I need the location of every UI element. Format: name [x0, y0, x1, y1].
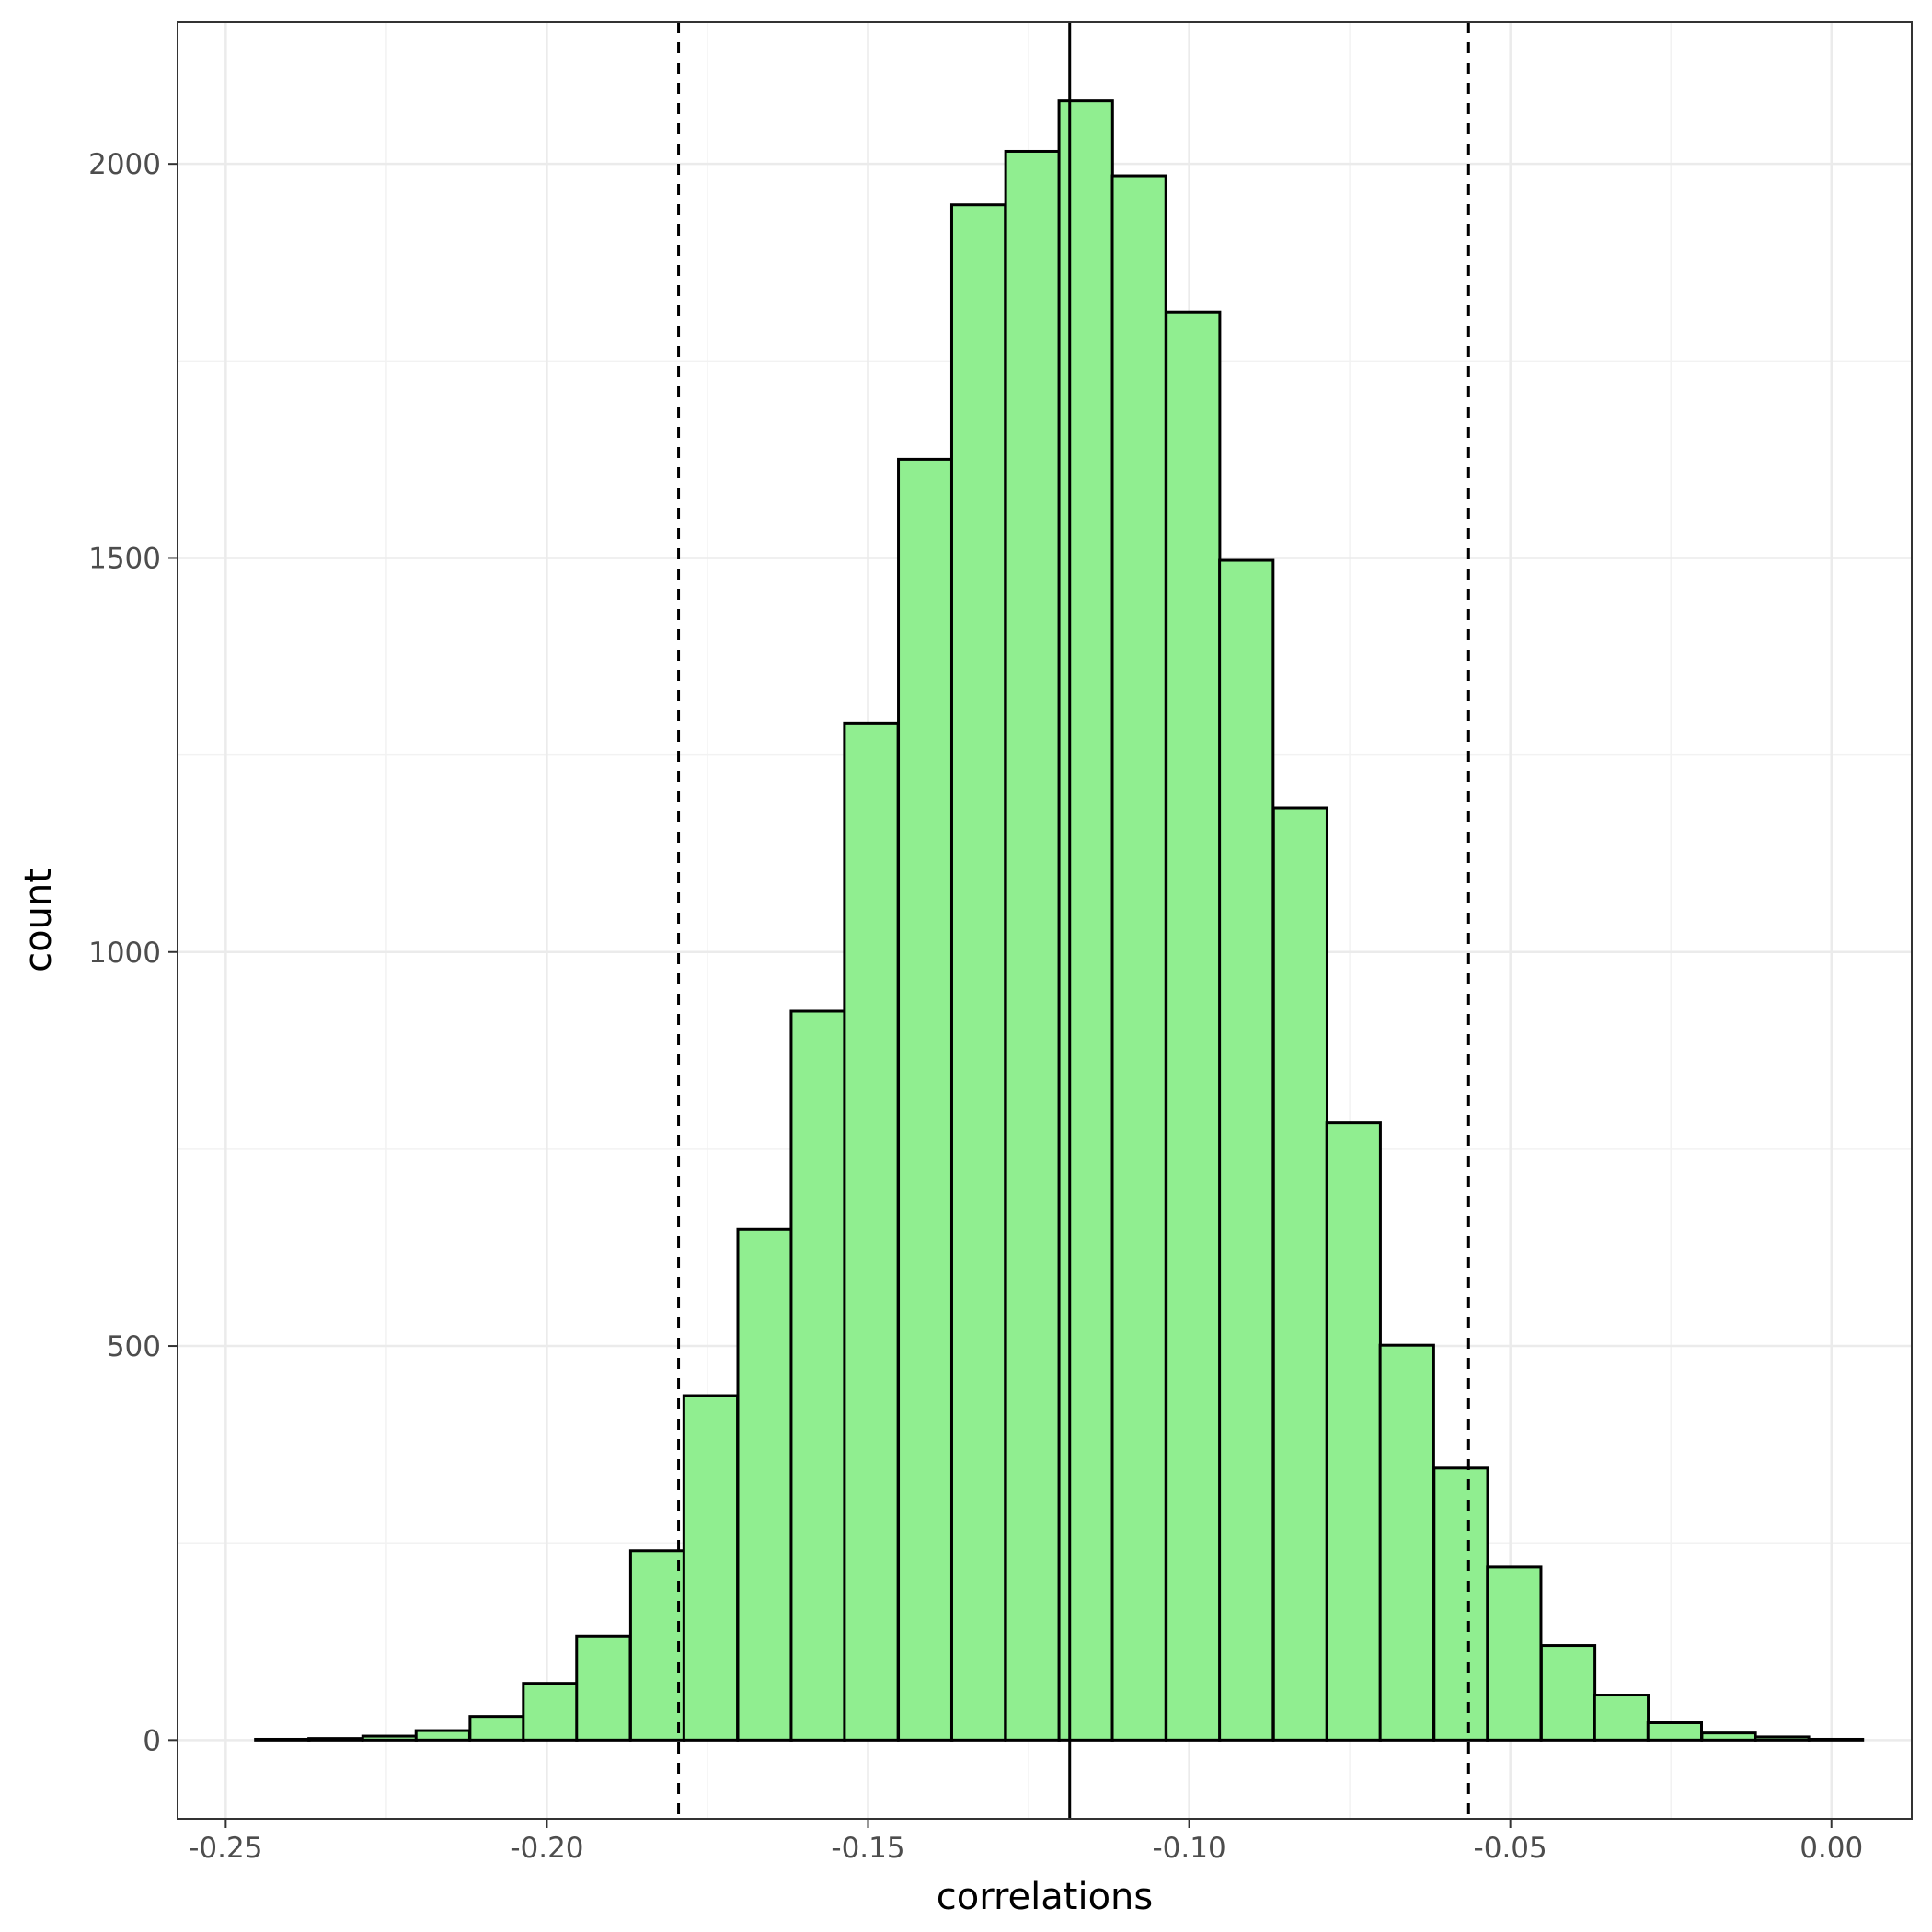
y-tick-label: 500 — [107, 1330, 161, 1363]
y-tick-label: 1000 — [88, 937, 161, 970]
y-axis: 0 500 1000 1500 2000 — [88, 148, 178, 1757]
histogram-bar-9 — [736, 1227, 793, 1742]
histogram-bar-20 — [1325, 1121, 1382, 1742]
histogram-bar-16 — [1110, 174, 1167, 1742]
histogram-bar-0 — [254, 1737, 311, 1742]
histogram-bar-15 — [1057, 99, 1114, 1742]
x-tick-label: -0.10 — [1152, 1832, 1225, 1865]
histogram-bar-24 — [1539, 1644, 1597, 1742]
histogram-bar-17 — [1165, 310, 1222, 1742]
x-tick-label: -0.15 — [831, 1832, 904, 1865]
histogram-bar-8 — [682, 1394, 740, 1742]
histogram-bar-10 — [789, 1009, 846, 1742]
histogram-bar-1 — [307, 1737, 364, 1742]
histogram-bar-11 — [843, 721, 900, 1742]
histogram-bar-6 — [575, 1634, 632, 1742]
histogram-bar-22 — [1432, 1466, 1489, 1742]
y-tick-label: 1500 — [88, 542, 161, 575]
histogram-bar-4 — [468, 1715, 525, 1742]
y-tick-label: 0 — [143, 1724, 161, 1757]
histogram-bar-21 — [1378, 1343, 1435, 1742]
x-axis: -0.25 -0.20 -0.15 -0.10 -0.05 0.00 — [189, 1819, 1863, 1865]
histogram-bar-29 — [1808, 1737, 1865, 1742]
histogram-bar-27 — [1700, 1731, 1757, 1742]
histogram-bar-2 — [361, 1734, 419, 1742]
x-tick-label: 0.00 — [1800, 1832, 1863, 1865]
histogram-bar-12 — [897, 457, 954, 1742]
histogram-bar-26 — [1646, 1720, 1703, 1742]
histogram-bar-18 — [1218, 558, 1275, 1742]
histogram-bar-3 — [414, 1729, 471, 1742]
x-axis-title: correlations — [937, 1876, 1153, 1918]
x-tick-label: -0.20 — [510, 1832, 583, 1865]
histogram-bar-19 — [1271, 806, 1328, 1742]
histogram-bar-28 — [1754, 1735, 1811, 1742]
histogram-bars — [254, 99, 1865, 1742]
panel-border — [177, 21, 1913, 1820]
histogram-bar-25 — [1593, 1694, 1650, 1742]
reference-lines — [677, 22, 1470, 1819]
y-tick-label: 2000 — [88, 148, 161, 181]
histogram-bar-7 — [628, 1549, 686, 1742]
histogram-bar-13 — [949, 203, 1007, 1742]
histogram-bar-14 — [1004, 149, 1061, 1742]
x-tick-label: -0.05 — [1474, 1832, 1547, 1865]
x-tick-label: -0.25 — [189, 1832, 262, 1865]
y-axis-title: count — [17, 868, 60, 972]
histogram-bar-5 — [522, 1682, 579, 1742]
histogram-bar-23 — [1486, 1565, 1543, 1742]
